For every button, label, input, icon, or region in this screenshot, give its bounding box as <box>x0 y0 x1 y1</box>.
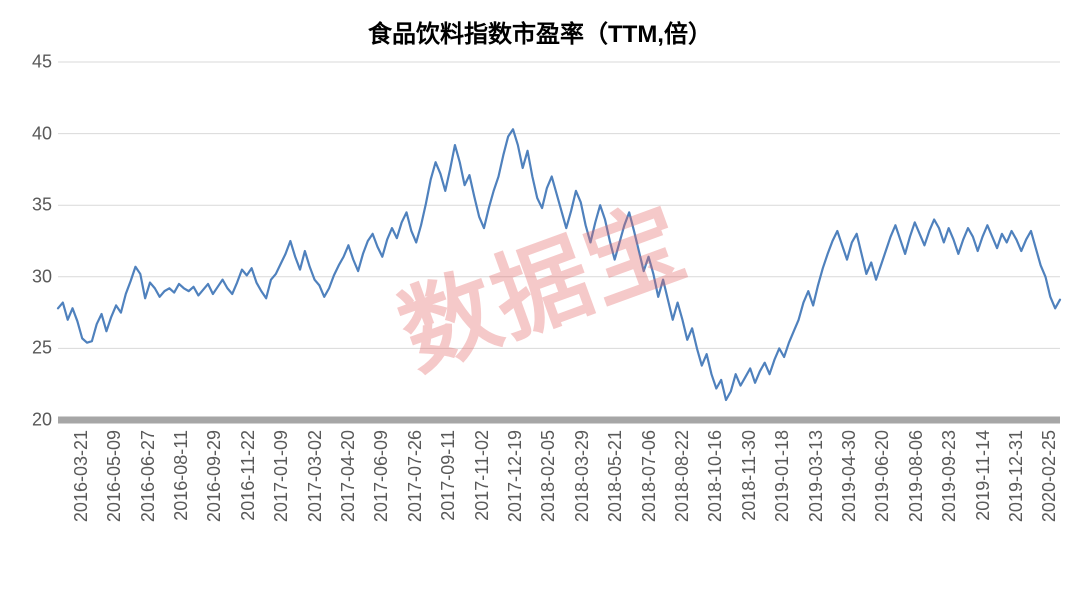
x-tick-label: 2017-07-26 <box>405 430 426 522</box>
y-tick-label: 35 <box>20 195 52 216</box>
x-tick-label: 2019-01-18 <box>772 430 793 522</box>
x-tick-label: 2017-03-02 <box>305 430 326 522</box>
x-tick-label: 2016-05-09 <box>104 430 125 522</box>
x-tick-label: 2018-08-22 <box>672 430 693 522</box>
x-tick-label: 2019-12-31 <box>1006 430 1027 522</box>
x-tick-label: 2018-05-21 <box>605 430 626 522</box>
x-tick-label: 2019-06-20 <box>872 430 893 522</box>
x-tick-label: 2016-11-22 <box>238 430 259 521</box>
x-tick-label: 2017-06-09 <box>371 430 392 522</box>
series-line-pe_ttm <box>58 129 1060 400</box>
x-tick-label: 2016-03-21 <box>71 430 92 522</box>
x-tick-label: 2018-10-16 <box>705 430 726 522</box>
x-tick-label: 2017-12-19 <box>505 430 526 522</box>
x-tick-label: 2018-07-06 <box>639 430 660 522</box>
y-tick-label: 45 <box>20 52 52 73</box>
chart-container: 食品饮料指数市盈率（TTM,倍） 数据宝 202530354045 2016-0… <box>0 0 1080 599</box>
x-tick-label: 2018-03-29 <box>572 430 593 522</box>
chart-title: 食品饮料指数市盈率（TTM,倍） <box>0 14 1080 49</box>
x-tick-label: 2019-03-13 <box>806 430 827 522</box>
x-tick-label: 2019-04-30 <box>839 430 860 522</box>
x-tick-label: 2019-08-06 <box>906 430 927 522</box>
plot-area <box>58 62 1060 420</box>
x-tick-label: 2020-02-25 <box>1039 430 1060 522</box>
x-tick-label: 2016-08-11 <box>171 430 192 521</box>
x-tick-label: 2017-09-11 <box>438 430 459 521</box>
y-tick-label: 30 <box>20 266 52 287</box>
x-tick-label: 2018-11-30 <box>739 430 760 521</box>
y-tick-label: 25 <box>20 338 52 359</box>
x-tick-label: 2016-06-27 <box>138 430 159 522</box>
y-tick-label: 20 <box>20 410 52 431</box>
x-tick-label: 2019-09-23 <box>939 430 960 522</box>
x-tick-label: 2018-02-05 <box>538 430 559 522</box>
x-tick-label: 2017-01-09 <box>271 430 292 522</box>
y-tick-label: 40 <box>20 123 52 144</box>
x-tick-label: 2019-11-14 <box>973 430 994 521</box>
x-tick-label: 2016-09-29 <box>204 430 225 522</box>
plot-svg <box>58 62 1060 420</box>
x-tick-label: 2017-04-20 <box>338 430 359 522</box>
x-tick-label: 2017-11-02 <box>472 430 493 521</box>
